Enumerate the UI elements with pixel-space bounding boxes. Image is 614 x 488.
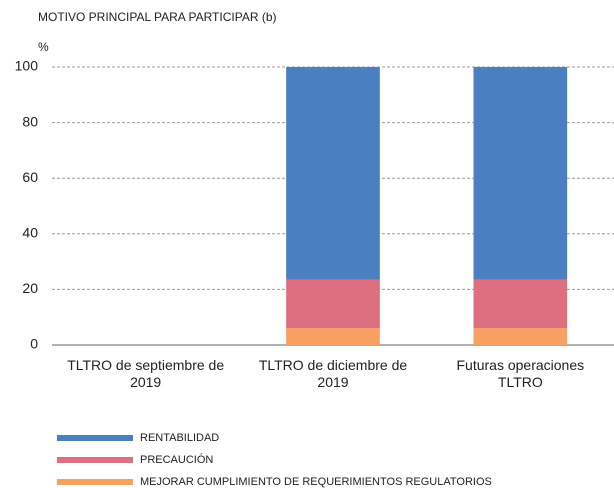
- y-axis-label: %: [38, 40, 49, 54]
- legend-swatch: [57, 479, 133, 485]
- bar-segment: [473, 328, 568, 345]
- y-tick-label: 20: [22, 280, 38, 296]
- y-tick-label: 0: [30, 336, 38, 352]
- bar-segment: [286, 328, 380, 345]
- y-tick-label: 100: [15, 58, 39, 74]
- bar-segment: [473, 279, 568, 329]
- x-tick-label: Futuras operaciones TLTRO: [456, 357, 585, 390]
- bar-segment: [286, 67, 380, 280]
- x-tick-label: TLTRO de diciembre de 2019: [258, 357, 408, 390]
- legend-swatch: [57, 435, 133, 441]
- y-tick-label: 60: [22, 169, 38, 185]
- legend-swatch: [57, 457, 133, 463]
- y-tick-label: 80: [22, 113, 38, 129]
- legend-label: PRECAUCIÓN: [140, 453, 213, 466]
- y-tick-label: 40: [22, 225, 38, 241]
- bar-segment: [286, 279, 380, 329]
- x-tick-label: TLTRO de septiembre de 2019: [67, 357, 225, 390]
- chart-title: MOTIVO PRINCIPAL PARA PARTICIPAR (b): [38, 10, 277, 24]
- bar-segment: [473, 67, 568, 280]
- legend-label: RENTABILIDAD: [140, 432, 219, 444]
- legend-label: MEJORAR CUMPLIMIENTO DE REQUERIMIENTOS R…: [140, 476, 492, 488]
